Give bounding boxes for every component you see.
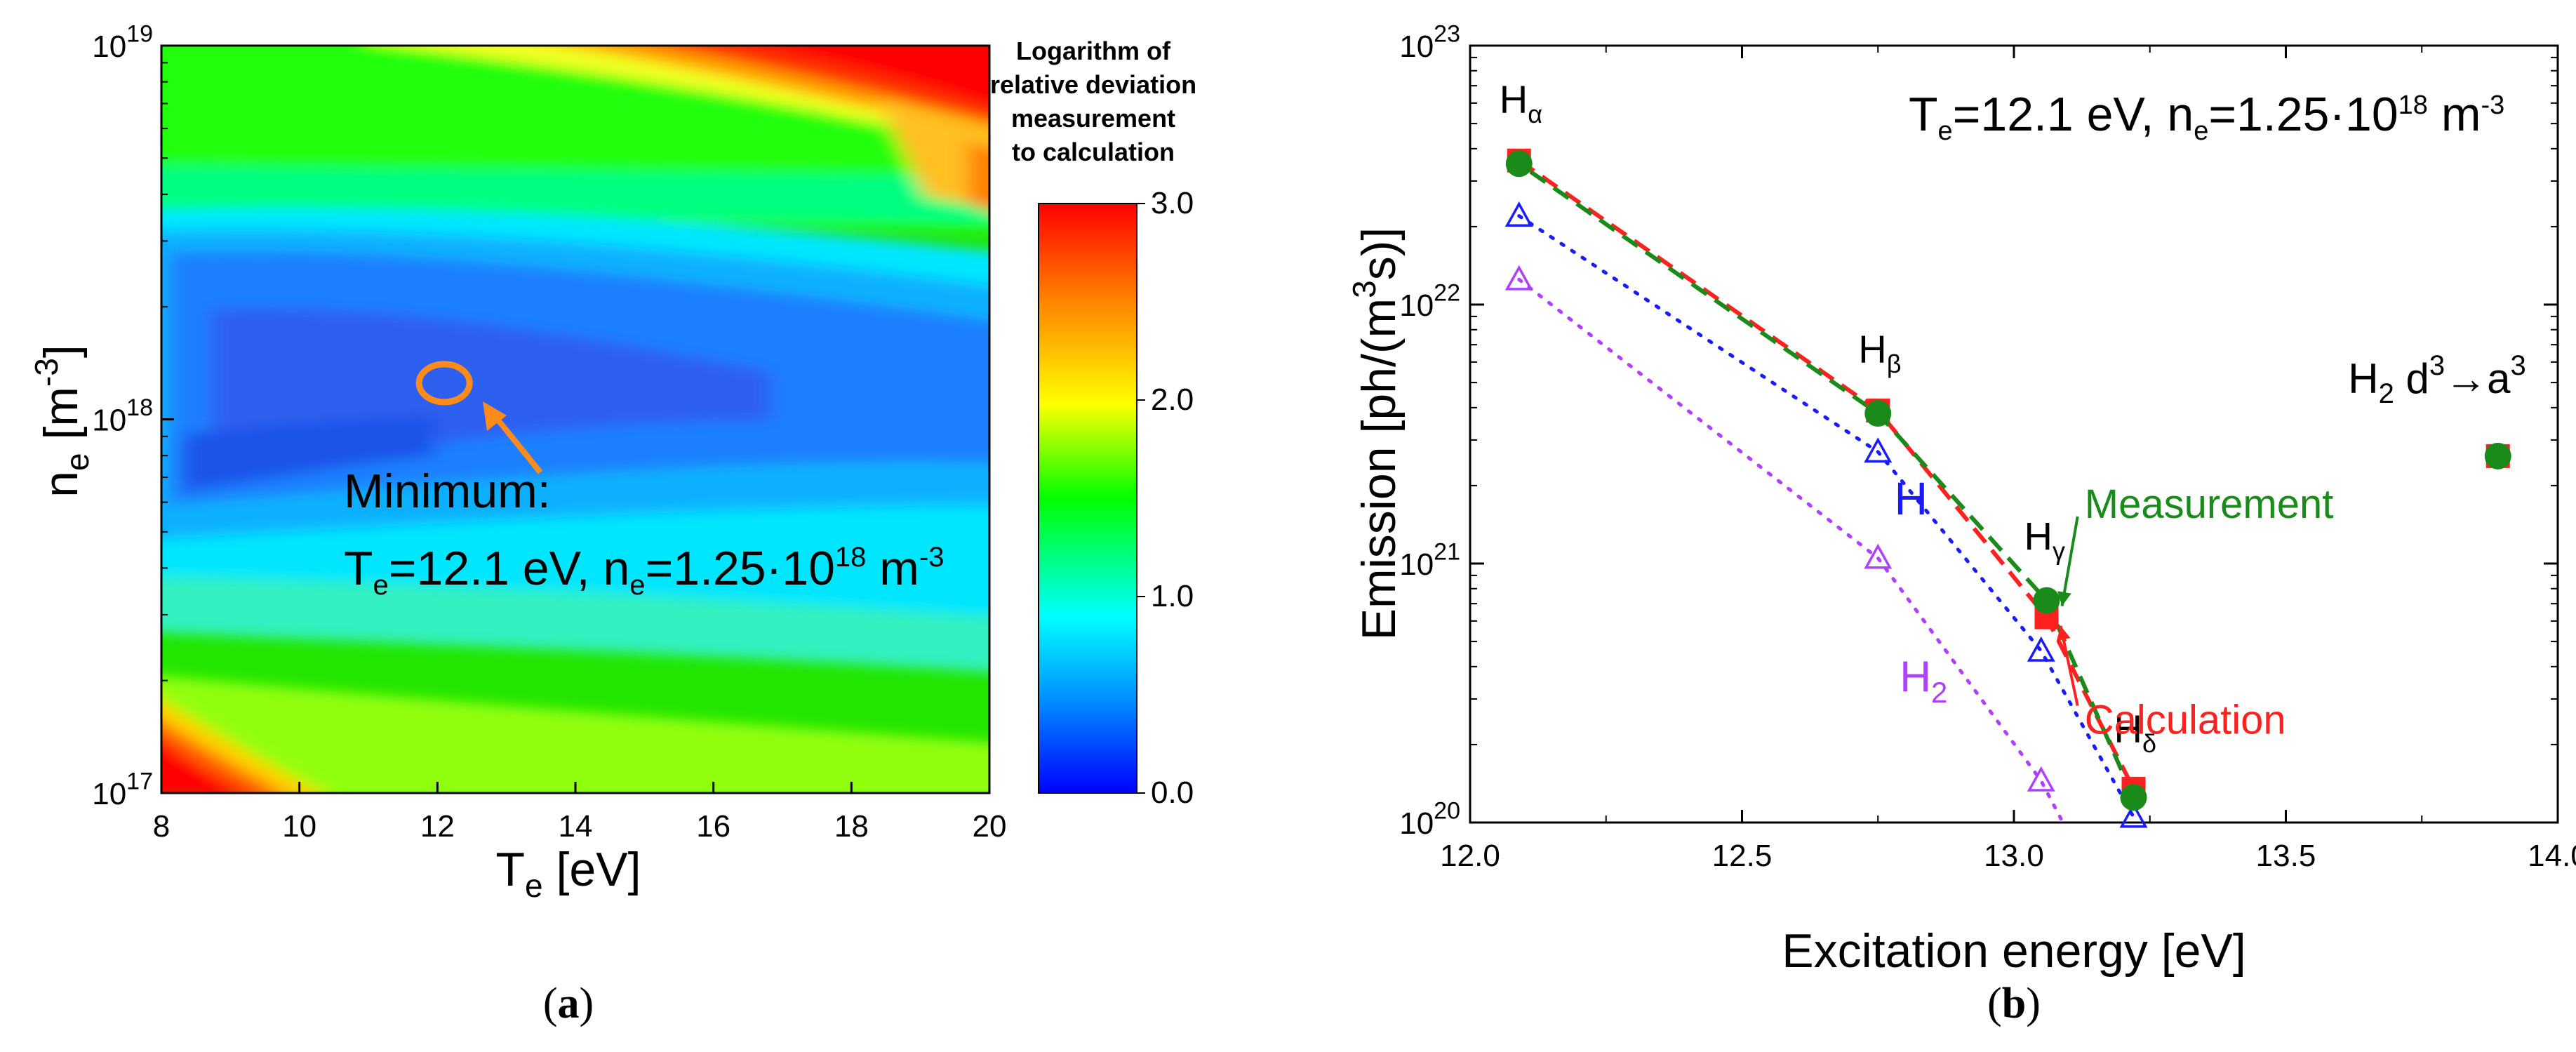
series-measurement-point [1864, 400, 1892, 427]
emission-y-ticks: 1020 1021 1022 1023 [1399, 20, 2558, 841]
emission-panel: 12.0 12.5 13.0 13.5 14.0 1020 1021 1022 1023 Hα… [1346, 20, 2576, 1027]
colorbar-tick-label: 3.0 [1151, 186, 1194, 220]
emission-x-tick-label: 12.0 [1440, 839, 1500, 873]
heatmap-x-ticks: 8 10 12 14 16 18 20 [153, 782, 1007, 844]
series-h-point [2027, 636, 2055, 662]
series-h2-point [1864, 543, 1893, 569]
colorbar-tick-label: 1.0 [1151, 579, 1194, 613]
emission-y-tick-label: 1020 [1399, 797, 1460, 841]
minimum-arrow-shaft [490, 412, 543, 474]
emission-x-tick-label: 13.0 [1984, 839, 2044, 873]
heatmap-panel: 8 10 12 14 16 18 20 1017 1018 1019 Minimum: Te=1… [28, 20, 1007, 1027]
heatmap-y-tick-label: 1017 [92, 768, 153, 811]
series-calculation-line [1518, 159, 2136, 790]
minimum-annotation-values: Te=12.1 eV, ne=1.25·1018 m-3 [344, 542, 945, 601]
heatmap-x-tick-label: 12 [420, 809, 455, 844]
transition-label: Hβ [1858, 327, 1901, 378]
colorbar-tick-label: 2.0 [1151, 382, 1194, 417]
emission-y-tick-label: 1022 [1399, 279, 1460, 323]
series-h2-point [2027, 766, 2055, 792]
panel-a-label: (a) [543, 980, 594, 1027]
series-measurement-point [2484, 442, 2511, 470]
heatmap-x-tick-label: 18 [834, 809, 869, 844]
h-line-label: H [1895, 472, 1928, 524]
panel-b-label: (b) [1987, 980, 2041, 1027]
molecular-transition-label: H2 d3→a3 [2348, 350, 2526, 409]
heatmap-x-axis-title: Te [eV] [496, 843, 641, 904]
emission-frame [1469, 44, 2559, 824]
emission-x-axis-title: Excitation energy [eV] [1782, 924, 2245, 978]
series-h-point [1504, 201, 1533, 227]
series-h-point [1864, 437, 1893, 463]
heatmap-x-tick-label: 20 [973, 809, 1007, 844]
measurement-arrow-shaft [2060, 516, 2079, 606]
heatmap-y-tick-label: 1018 [92, 394, 153, 438]
series-h-line [1517, 214, 2135, 819]
minimum-annotation-title: Minimum: [344, 465, 551, 518]
heatmap-image [161, 46, 989, 793]
emission-labels: Hα Hβ Hγ Hδ H2 d3→a3 H H2 Measurement Calculatio… [1500, 77, 2526, 758]
calculation-label: Calculation [2085, 698, 2286, 743]
series-measurement-point [2120, 784, 2147, 811]
emission-x-ticks: 12.0 12.5 13.0 13.5 14.0 [1440, 46, 2576, 873]
series-h-point [2119, 802, 2148, 828]
series-h2-point [1504, 265, 1533, 291]
heatmap-y-axis-title: ne [m-3] [28, 345, 95, 498]
colorbar: Logarithm of relative deviation measuremen… [990, 36, 1196, 810]
transition-label: Hα [1500, 77, 1542, 128]
h2-line-label: H2 [1900, 653, 1947, 710]
minimum-arrow-head [483, 401, 507, 431]
colorbar-tick-label: 0.0 [1151, 775, 1194, 810]
measurement-label: Measurement [2085, 481, 2334, 527]
colorbar-title: Logarithm of relative deviation measuremen… [990, 36, 1196, 166]
series-measurement-line [1518, 161, 2136, 799]
heatmap-y-tick-label: 1019 [92, 20, 153, 64]
series-h2-line [1517, 277, 2065, 825]
emission-x-tick-label: 14.0 [2528, 839, 2576, 873]
heatmap-x-tick-label: 16 [696, 809, 730, 844]
calculation-arrow-head [2056, 625, 2071, 641]
series-measurement-point [1505, 150, 1533, 178]
colorbar-gradient [1038, 203, 1137, 794]
colorbar-title-line: measurement [1011, 104, 1175, 133]
emission-y-tick-label: 1023 [1399, 20, 1460, 64]
heatmap-x-tick-label: 10 [282, 809, 316, 844]
emission-series [1504, 148, 2511, 828]
heatmap-y-ticks: 1017 1018 1019 [92, 20, 174, 811]
condition-text: Te=12.1 eV, ne=1.25·1018 m-3 [1909, 88, 2504, 146]
transition-label: Hδ [2114, 707, 2157, 758]
emission-y-axis-title: Emission [ph/(m3s)] [1346, 227, 1406, 641]
series-measurement-point [2033, 587, 2060, 614]
heatmap-x-tick-label: 8 [153, 809, 170, 844]
emission-x-tick-label: 13.5 [2256, 839, 2316, 873]
minimum-marker [415, 361, 473, 406]
colorbar-ticks: 0.0 1.0 2.0 3.0 [1137, 186, 1194, 810]
colorbar-title-line: relative deviation [990, 70, 1196, 99]
colorbar-title-line: to calculation [1012, 138, 1175, 166]
heatmap-x-tick-label: 14 [559, 809, 593, 844]
transition-label: Hγ [2024, 514, 2065, 566]
colorbar-title-line: Logarithm of [1016, 36, 1171, 65]
emission-x-tick-label: 12.5 [1712, 839, 1773, 873]
emission-y-tick-label: 1021 [1399, 538, 1460, 582]
measurement-arrow-head [2057, 591, 2071, 606]
